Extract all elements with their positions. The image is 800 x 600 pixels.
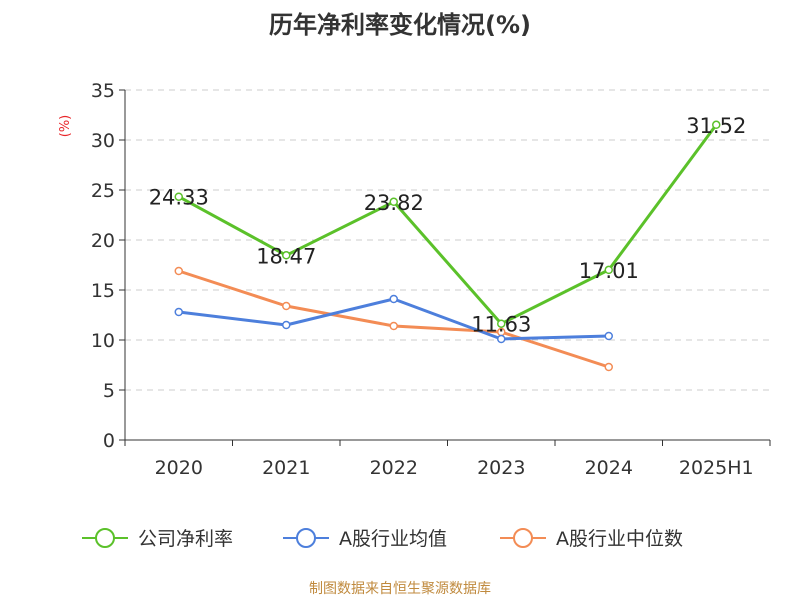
x-tick-label: 2023 [477, 457, 525, 479]
x-tick-label: 2025H1 [679, 457, 754, 479]
data-point [712, 120, 721, 130]
data-point [282, 301, 291, 311]
data-point [497, 319, 506, 328]
legend-item: 公司净利率 [82, 528, 233, 550]
legend-label: A股行业中位数 [556, 528, 683, 550]
x-tick-label: 2024 [585, 457, 633, 479]
legend-marker [296, 528, 316, 548]
x-tick-label: 2022 [370, 457, 418, 479]
chart-title: 历年净利率变化情况(%) [269, 11, 531, 39]
data-point [389, 294, 398, 304]
legend: 公司净利率 A股行业均值 A股行业中位数 [82, 528, 683, 550]
series-0 [174, 120, 721, 328]
legend-marker [513, 528, 533, 548]
series-1 [174, 294, 613, 344]
legend-item: A股行业均值 [283, 528, 447, 550]
data-point [282, 251, 291, 260]
y-tick-label: 25 [91, 180, 115, 202]
y-tick-label: 30 [91, 130, 115, 152]
data-label: 11.63 [471, 313, 531, 337]
data-label: 31.52 [686, 114, 746, 138]
series-layer [174, 120, 721, 372]
source-note: 制图数据来自恒生聚源数据库 [309, 581, 491, 597]
y-tick-label: 10 [91, 330, 115, 352]
y-tick-label: 35 [91, 80, 115, 102]
data-point [604, 331, 613, 341]
data-label: 24.33 [149, 186, 209, 210]
y-axis-label: (%) [58, 115, 73, 138]
y-tick-label: 20 [91, 230, 115, 252]
legend-label: A股行业均值 [339, 528, 447, 550]
data-label: 18.47 [256, 244, 316, 268]
data-label: 23.82 [364, 191, 424, 215]
x-tick-label: 2021 [262, 457, 310, 479]
data-point [604, 362, 613, 372]
legend-item: A股行业中位数 [500, 528, 683, 550]
legend-label: 公司净利率 [138, 528, 233, 550]
legend-marker [95, 528, 115, 548]
y-tick-label: 5 [103, 380, 115, 402]
gridlines [125, 89, 770, 391]
data-point [389, 197, 398, 207]
data-labels: 24.33 18.47 23.82 11.63 17.01 31.52 [149, 114, 747, 337]
data-point [174, 192, 183, 201]
data-label: 17.01 [579, 259, 639, 283]
data-point [174, 307, 183, 317]
data-point [174, 266, 183, 276]
data-point [604, 265, 613, 275]
series-line [178, 123, 718, 326]
y-tick-label: 0 [103, 430, 115, 452]
data-point [389, 321, 398, 331]
series-line [178, 297, 609, 341]
data-point [282, 320, 291, 330]
data-point [497, 334, 506, 344]
series-2 [174, 266, 613, 372]
x-tick-label: 2020 [155, 457, 203, 479]
axes: 0 5 10 15 20 25 30 35 2020 2021 2022 2023 2024 2025H1 [91, 80, 771, 479]
y-tick-label: 15 [91, 280, 115, 302]
